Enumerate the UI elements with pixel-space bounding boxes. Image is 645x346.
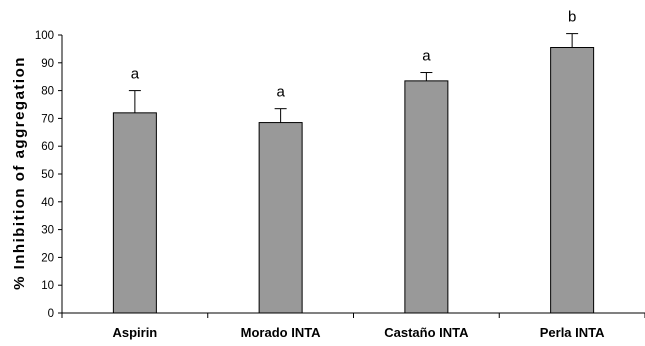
significance-label: a (131, 66, 140, 83)
bar (258, 122, 303, 314)
bars (112, 33, 595, 314)
y-tick-label: 70 (41, 113, 54, 125)
y-tick-label: 100 (35, 30, 54, 42)
x-tick-label: Aspirin (112, 325, 157, 340)
bar (404, 80, 449, 314)
y-tick-label: 90 (41, 58, 54, 70)
significance-label: a (422, 48, 431, 65)
y-tick-label: 0 (48, 308, 54, 320)
y-tick-label: 50 (41, 169, 54, 181)
y-tick-label: 10 (41, 280, 54, 292)
axes: 0 10 20 30 40 50 60 70 80 90 100 (35, 30, 645, 320)
y-tick-label: 40 (41, 197, 54, 209)
significance-label: b (568, 9, 576, 26)
y-tick-label: 30 (41, 225, 54, 237)
y-axis-label: % Inhibition of aggregation (11, 56, 28, 290)
y-tick-label: 80 (41, 86, 54, 98)
x-tick-label: Morado INTA (241, 325, 322, 340)
x-tick-label: Perla INTA (540, 325, 605, 340)
y-tick-label: 60 (41, 141, 54, 153)
labels: a Aspirin a Morado INTA a Castaño INTA b Perla … (112, 9, 605, 340)
x-tick-label: Castaño INTA (384, 325, 469, 340)
bar (550, 47, 595, 314)
y-tick-label: 20 (41, 252, 54, 264)
bar (112, 112, 157, 314)
significance-label: a (276, 84, 285, 101)
